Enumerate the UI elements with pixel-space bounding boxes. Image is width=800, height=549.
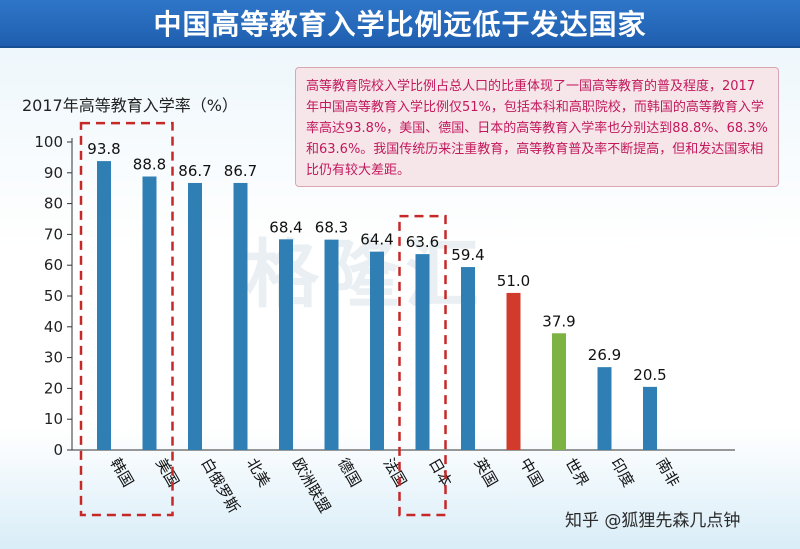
category-label: 南非 xyxy=(653,455,684,490)
y-tick-label: 70 xyxy=(44,225,63,243)
bar-value-label: 93.8 xyxy=(87,140,120,158)
category-label: 印度 xyxy=(607,455,638,490)
bar-value-label: 26.9 xyxy=(588,346,621,364)
bar-value-label: 20.5 xyxy=(633,366,666,384)
bar-value-label: 88.8 xyxy=(133,155,166,173)
y-axis-label: 2017年高等教育入学率（%） xyxy=(22,96,238,115)
bar xyxy=(415,254,430,450)
bar xyxy=(552,333,566,450)
category-label: 欧洲联盟 xyxy=(289,455,335,516)
bar-value-label: 51.0 xyxy=(497,272,530,290)
bar xyxy=(506,292,521,450)
y-tick-label: 10 xyxy=(44,410,63,428)
bar-value-label: 68.3 xyxy=(315,219,348,237)
category-label: 中国 xyxy=(516,455,547,490)
bar xyxy=(643,386,657,450)
bar xyxy=(324,239,339,450)
annotation-note: 高等教育院校入学比例占总人口的比重体现了一国高等教育的普及程度，2017年中国高… xyxy=(295,67,779,187)
category-label: 英国 xyxy=(471,455,502,490)
bar xyxy=(233,182,248,451)
category-label: 日本 xyxy=(425,455,456,490)
bar-value-label: 59.4 xyxy=(451,246,484,264)
y-tick-label: 100 xyxy=(34,133,63,151)
bar xyxy=(142,176,157,450)
bar xyxy=(279,239,293,450)
y-tick-label: 0 xyxy=(53,441,63,459)
y-tick-label: 30 xyxy=(44,349,63,367)
bar-value-label: 86.7 xyxy=(178,162,211,180)
source-credit: 知乎 @狐狸先森几点钟 xyxy=(565,511,741,531)
bar xyxy=(97,161,111,450)
bar xyxy=(461,267,475,450)
bar xyxy=(188,182,202,451)
bar xyxy=(370,251,384,450)
bar-value-label: 68.4 xyxy=(269,218,302,236)
bar-value-label: 37.9 xyxy=(542,312,575,330)
highlight-box xyxy=(79,121,174,517)
y-tick-label: 20 xyxy=(44,379,63,397)
page-title: 中国高等教育入学比例远低于发达国家 xyxy=(0,0,800,48)
y-tick-label: 50 xyxy=(44,287,63,305)
y-tick-label: 60 xyxy=(44,256,63,274)
bar-value-label: 63.6 xyxy=(406,233,439,251)
y-tick-label: 80 xyxy=(44,195,63,213)
bar xyxy=(597,367,612,450)
bar-value-label: 64.4 xyxy=(360,231,393,249)
category-label: 德国 xyxy=(334,455,365,490)
category-label: 美国 xyxy=(152,455,183,490)
y-tick-label: 40 xyxy=(44,318,63,336)
category-label: 韩国 xyxy=(107,455,138,490)
category-label: 白俄罗斯 xyxy=(198,455,244,516)
category-label: 法国 xyxy=(380,455,411,490)
y-tick-label: 90 xyxy=(44,164,63,182)
category-label: 北美 xyxy=(243,455,274,490)
bar-value-label: 86.7 xyxy=(224,162,257,180)
category-label: 世界 xyxy=(562,455,593,490)
highlight-box xyxy=(398,214,447,517)
